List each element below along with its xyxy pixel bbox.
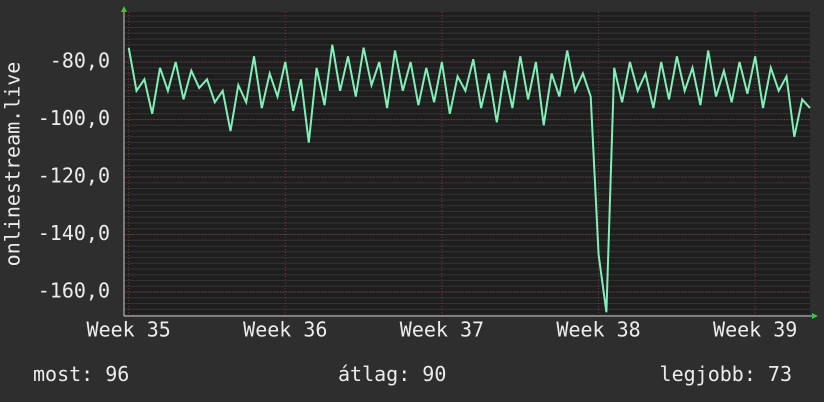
marks [127, 44, 811, 313]
stat-value: 90 [422, 362, 446, 386]
stat-label: most: [33, 362, 93, 386]
labels: -80,0 -100,0 -120,0 -140,0 -160,0 Week 35 Week… [33, 49, 797, 386]
x-arrow [812, 313, 818, 319]
y-tick-label: -140,0 [38, 221, 110, 245]
y-axis-label: onlinestream.live [1, 62, 25, 267]
stat-value: 73 [768, 362, 792, 386]
x-tick-label: Week 37 [400, 318, 484, 342]
data-line [127, 44, 811, 313]
grid [124, 12, 810, 316]
y-tick-label: -120,0 [38, 164, 110, 188]
y-tick-label: -80,0 [50, 49, 110, 73]
stat-label: átlag: [338, 362, 410, 386]
minor-grid [124, 12, 810, 316]
stat-value: 96 [105, 362, 129, 386]
footer-stat: legjobb: 73 [660, 362, 792, 386]
footer-stat: most: 96 [33, 362, 129, 386]
x-tick-label: Week 35 [87, 318, 171, 342]
footer-stat: átlag: 90 [338, 362, 446, 386]
y-tick-label: -100,0 [38, 106, 110, 130]
x-tick-label: Week 36 [243, 318, 327, 342]
y-tick-label: -160,0 [38, 279, 110, 303]
x-tick-label: Week 39 [713, 318, 797, 342]
y-arrow [121, 6, 127, 12]
x-tick-label: Week 38 [556, 318, 640, 342]
stat-label: legjobb: [660, 362, 756, 386]
